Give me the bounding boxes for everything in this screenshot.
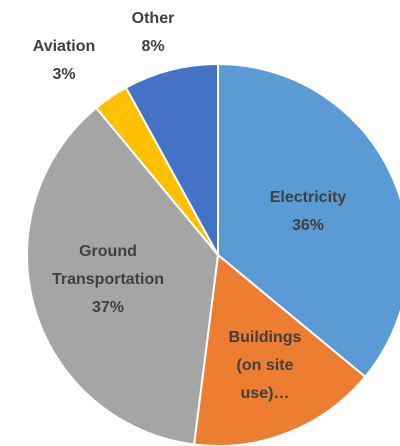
pie-slice <box>217 62 400 379</box>
pie-slice <box>26 106 220 446</box>
category-label: Buildings (on site use)… <box>228 329 302 402</box>
value-label: 36% <box>291 217 325 234</box>
pie-slice <box>124 62 219 256</box>
category-label: Electricity <box>269 189 347 206</box>
value-label: 8% <box>141 38 165 55</box>
data-label: Buildings (on site use)… <box>220 324 310 408</box>
data-label: Ground Transportation 37% <box>28 238 188 322</box>
value-label: 3% <box>52 66 76 83</box>
category-label: Ground Transportation <box>51 243 164 288</box>
data-label: Electricity 36% <box>243 184 373 240</box>
category-label: Other <box>131 10 175 27</box>
category-label: Aviation <box>32 38 96 55</box>
data-label: Aviation 3% <box>14 33 114 89</box>
data-label: Other 8% <box>113 5 193 61</box>
value-label: 37% <box>91 299 125 316</box>
